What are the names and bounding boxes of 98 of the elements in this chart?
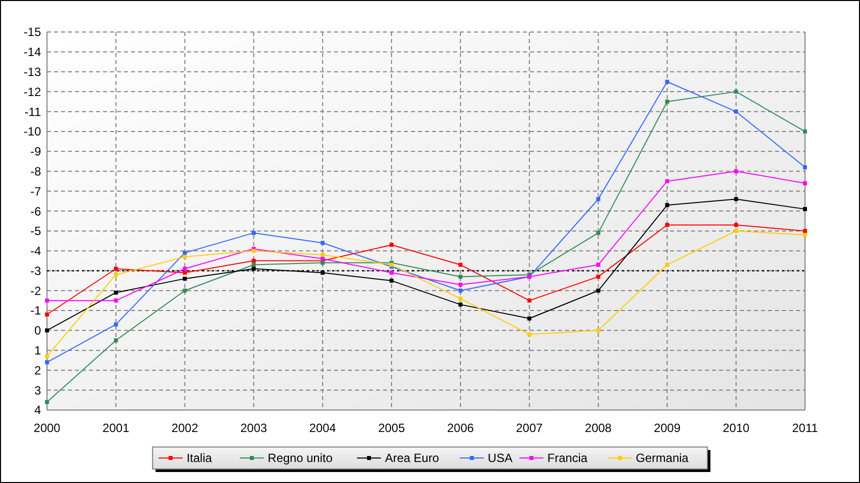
point — [252, 258, 256, 263]
legend-label: Regno unito — [268, 451, 333, 466]
point — [390, 278, 394, 283]
point — [45, 360, 49, 364]
y-tick-label: 2 — [34, 363, 42, 378]
point — [182, 266, 187, 271]
point — [734, 169, 738, 174]
point — [458, 274, 462, 279]
legend-label: Area Euro — [385, 451, 440, 466]
y-tick-label: -14 — [24, 45, 42, 60]
point — [596, 328, 600, 332]
legend-label: Italia — [186, 451, 212, 466]
point — [734, 90, 738, 94]
y-tick-label: -2 — [30, 284, 42, 298]
point — [527, 332, 532, 336]
y-tick-label: -1 — [30, 304, 42, 318]
y-tick-label: -6 — [30, 204, 42, 218]
y-tick-label: -15 — [24, 25, 42, 40]
point — [45, 328, 49, 332]
point — [114, 322, 118, 326]
point — [665, 222, 670, 227]
legend-label: USA — [488, 451, 512, 466]
point — [803, 228, 807, 233]
x-tick-label: 2006 — [447, 421, 474, 435]
point — [114, 290, 118, 295]
point — [734, 222, 738, 227]
y-tick-label: -9 — [30, 144, 42, 159]
y-tick-label: -4 — [30, 244, 42, 258]
point — [252, 266, 256, 271]
point — [596, 262, 600, 267]
y-tick-label: -13 — [24, 64, 42, 79]
point — [734, 197, 738, 202]
point — [182, 270, 187, 275]
point — [458, 296, 462, 301]
x-tick-label: 2008 — [584, 421, 612, 435]
legend-label: Germania — [636, 451, 689, 466]
x-tick-label: 2011 — [792, 421, 818, 435]
point — [458, 302, 462, 307]
y-tick-label: 0 — [34, 324, 42, 338]
point — [390, 242, 394, 247]
point — [114, 298, 118, 303]
x-tick-label: 2009 — [654, 421, 681, 435]
point — [665, 100, 670, 104]
x-tick-label: 2005 — [378, 421, 406, 435]
point — [320, 270, 325, 275]
point — [114, 338, 118, 342]
point — [665, 203, 670, 208]
point — [182, 288, 187, 293]
y-tick-label: -7 — [30, 184, 42, 198]
point — [458, 288, 462, 293]
point — [182, 276, 187, 281]
point — [390, 270, 394, 275]
point — [803, 232, 807, 237]
x-tick-label: 2000 — [34, 421, 61, 435]
point — [734, 110, 738, 114]
point — [596, 288, 600, 293]
point — [45, 354, 49, 358]
point — [458, 282, 462, 287]
x-tick-label: 2007 — [516, 421, 544, 435]
point — [320, 240, 325, 245]
point — [734, 228, 738, 233]
point — [803, 181, 807, 186]
x-tick-label: 2002 — [171, 421, 198, 435]
y-tick-label: -3 — [30, 264, 42, 278]
point — [665, 179, 670, 184]
point — [596, 230, 600, 235]
x-tick-label: 2010 — [722, 421, 750, 435]
y-tick-label: -12 — [24, 84, 42, 99]
point — [114, 266, 118, 271]
point — [45, 312, 49, 317]
point — [665, 262, 670, 267]
point — [114, 272, 118, 277]
point — [596, 197, 600, 202]
x-tick-label: 2003 — [240, 421, 268, 435]
x-tick-label: 2004 — [309, 421, 336, 435]
y-tick-label: -10 — [24, 124, 42, 139]
y-tick-label: 1 — [34, 344, 42, 358]
point — [596, 274, 600, 279]
point — [252, 230, 256, 235]
point — [182, 254, 187, 259]
point — [527, 298, 532, 303]
point — [182, 250, 187, 255]
point — [527, 316, 532, 320]
point — [665, 80, 670, 84]
y-tick-label: 4 — [34, 403, 42, 418]
point — [45, 298, 49, 303]
y-tick-label: -8 — [30, 164, 42, 178]
point — [45, 400, 49, 404]
y-tick-label: -11 — [24, 104, 42, 119]
y-tick-label: -5 — [30, 224, 42, 238]
point — [458, 262, 462, 267]
x-tick-label: 2001 — [102, 421, 130, 435]
point — [320, 252, 325, 257]
point — [803, 129, 807, 134]
legend-label: Francia — [547, 451, 588, 466]
point — [803, 165, 807, 170]
point — [803, 207, 807, 212]
y-tick-label: 3 — [34, 383, 42, 398]
